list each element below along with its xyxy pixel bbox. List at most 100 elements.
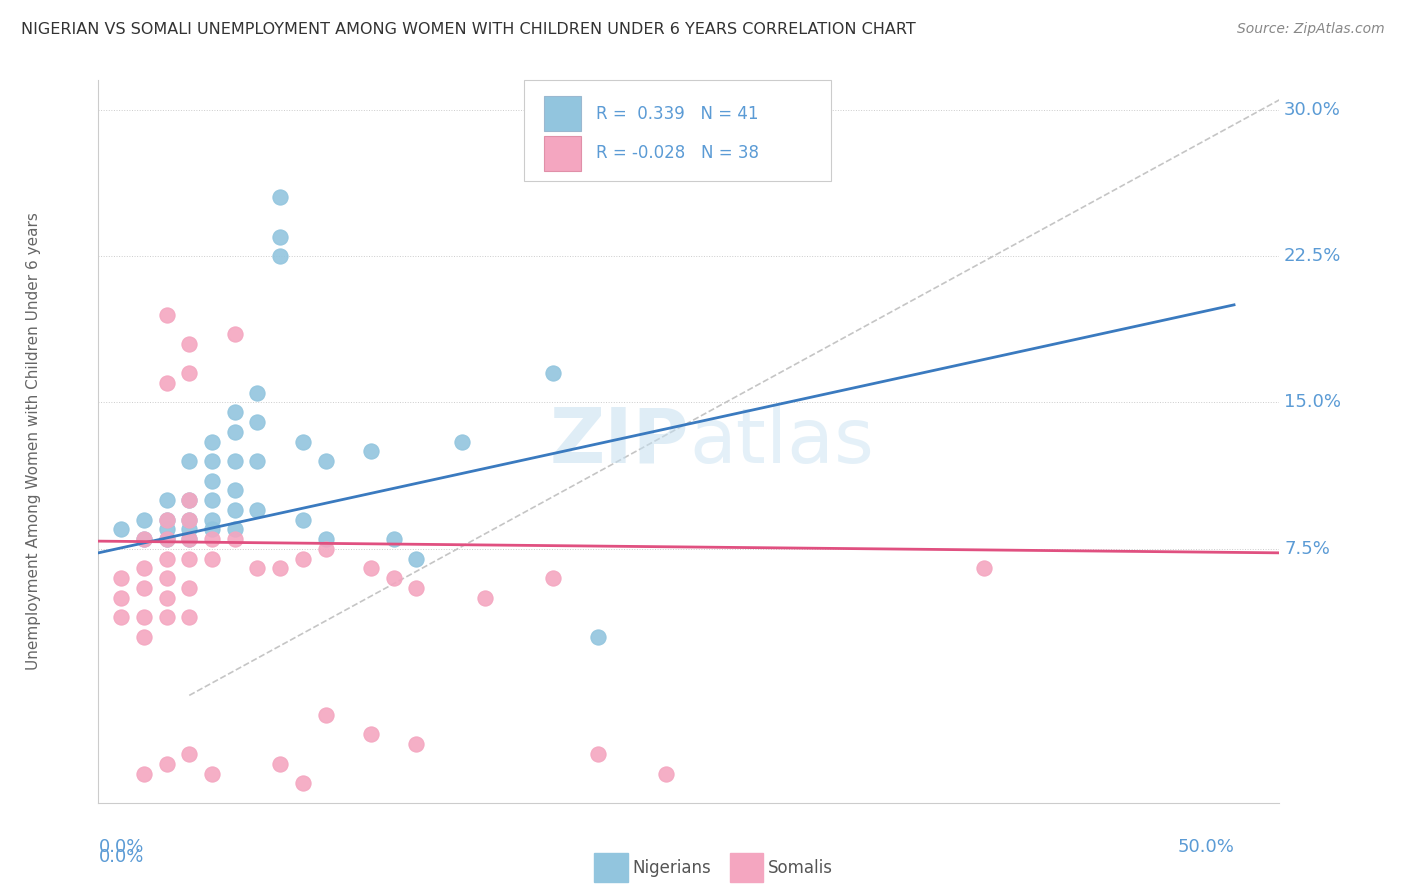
Point (246, 503, 269, 517)
Point (586, 747, 609, 761)
Bar (730, 854, 763, 882)
Point (246, 454, 269, 468)
Point (291, 513, 314, 527)
Point (315, 707, 337, 722)
Point (179, 493, 201, 508)
Point (541, 366, 564, 380)
Point (224, 327, 246, 342)
Point (132, 532, 155, 546)
Point (179, 747, 201, 761)
Point (132, 581, 155, 595)
Point (246, 561, 269, 575)
Point (155, 513, 177, 527)
Point (155, 376, 177, 390)
Point (179, 337, 201, 351)
FancyBboxPatch shape (544, 96, 582, 131)
Point (291, 434, 314, 449)
Text: R =  0.339   N = 41: R = 0.339 N = 41 (596, 104, 758, 122)
Point (155, 493, 177, 508)
Point (155, 532, 177, 546)
Point (179, 454, 201, 468)
Text: 22.5%: 22.5% (1284, 247, 1341, 265)
Point (155, 571, 177, 585)
Point (155, 551, 177, 566)
Point (132, 532, 155, 546)
Point (201, 474, 224, 488)
Point (269, 229, 291, 244)
Point (269, 756, 291, 771)
Text: Somalis: Somalis (768, 859, 834, 877)
Point (155, 591, 177, 605)
Point (224, 425, 246, 439)
Point (179, 493, 201, 508)
Point (201, 434, 224, 449)
Text: ZIP: ZIP (550, 405, 689, 478)
Point (655, 766, 678, 780)
Point (405, 737, 427, 751)
Point (269, 190, 291, 204)
Point (474, 591, 496, 605)
Point (973, 561, 995, 575)
Point (155, 756, 177, 771)
Text: Source: ZipAtlas.com: Source: ZipAtlas.com (1237, 22, 1385, 37)
Point (179, 581, 201, 595)
Point (110, 571, 132, 585)
Point (201, 523, 224, 537)
Text: 7.5%: 7.5% (1284, 540, 1330, 558)
Point (110, 610, 132, 624)
Text: 0.0%: 0.0% (98, 838, 143, 855)
Point (201, 551, 224, 566)
Point (360, 727, 382, 741)
Text: Nigerians: Nigerians (633, 859, 711, 877)
Point (360, 561, 382, 575)
Point (155, 532, 177, 546)
Point (541, 571, 564, 585)
Point (224, 405, 246, 419)
Point (246, 415, 269, 429)
Text: 50.0%: 50.0% (1177, 838, 1234, 855)
Text: NIGERIAN VS SOMALI UNEMPLOYMENT AMONG WOMEN WITH CHILDREN UNDER 6 YEARS CORRELAT: NIGERIAN VS SOMALI UNEMPLOYMENT AMONG WO… (21, 22, 915, 37)
Point (179, 513, 201, 527)
Point (201, 766, 224, 780)
Point (132, 630, 155, 644)
Point (382, 532, 405, 546)
Text: 30.0%: 30.0% (1284, 101, 1341, 119)
Point (132, 610, 155, 624)
Point (201, 493, 224, 508)
FancyBboxPatch shape (544, 136, 582, 170)
Point (291, 776, 314, 790)
Point (132, 561, 155, 575)
Point (179, 513, 201, 527)
Point (224, 523, 246, 537)
Point (360, 444, 382, 458)
Point (179, 523, 201, 537)
Point (110, 591, 132, 605)
Point (315, 454, 337, 468)
Point (110, 523, 132, 537)
Bar (595, 854, 627, 882)
Point (291, 551, 314, 566)
Point (179, 532, 201, 546)
Point (269, 561, 291, 575)
Point (179, 532, 201, 546)
Point (155, 610, 177, 624)
Point (201, 454, 224, 468)
Point (132, 766, 155, 780)
Point (179, 366, 201, 380)
Point (201, 513, 224, 527)
Point (450, 434, 472, 449)
Point (224, 483, 246, 498)
Text: 15.0%: 15.0% (1284, 393, 1341, 411)
Point (155, 308, 177, 322)
Point (132, 513, 155, 527)
Point (179, 551, 201, 566)
FancyBboxPatch shape (523, 80, 831, 181)
Point (155, 523, 177, 537)
Point (224, 503, 246, 517)
Point (382, 571, 405, 585)
Point (224, 532, 246, 546)
Text: Unemployment Among Women with Children Under 6 years: Unemployment Among Women with Children U… (25, 212, 41, 671)
Point (269, 249, 291, 263)
Text: 0.0%: 0.0% (98, 848, 143, 866)
Point (179, 610, 201, 624)
